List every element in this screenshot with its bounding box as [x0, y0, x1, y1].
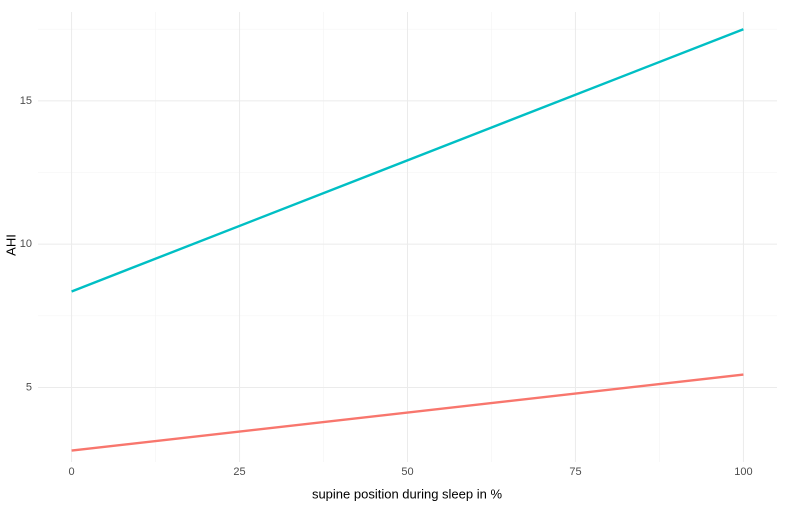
x-axis-title: supine position during sleep in % [312, 486, 503, 501]
x-tick-label: 25 [233, 466, 245, 478]
x-tick-label: 100 [734, 466, 752, 478]
y-tick-label: 5 [26, 381, 32, 393]
line [71, 28, 744, 293]
y-axis-title: AHI [3, 234, 18, 256]
x-tick-label: 0 [69, 466, 75, 478]
x-tick-label: 75 [569, 466, 581, 478]
line [71, 373, 744, 452]
x-tick-label: 50 [401, 466, 413, 478]
y-tick-label: 15 [20, 95, 32, 107]
y-tick-label: 10 [20, 238, 32, 250]
